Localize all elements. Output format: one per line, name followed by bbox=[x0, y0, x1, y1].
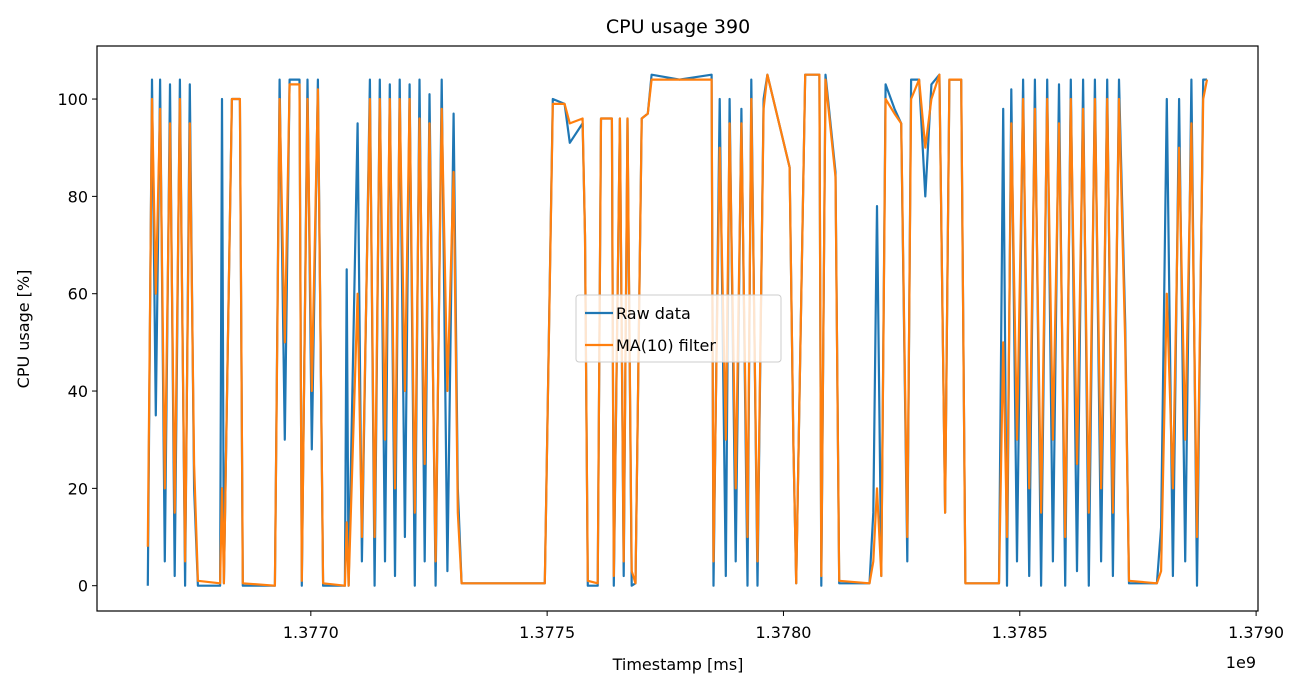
x-tick-label: 1.3775 bbox=[519, 623, 575, 642]
x-tick-label: 1.3785 bbox=[992, 623, 1048, 642]
data-line bbox=[146, 73, 1209, 587]
x-tick-label: 1.3790 bbox=[1228, 623, 1284, 642]
x-axis-label: Timestamp [ms] bbox=[612, 655, 744, 674]
x-offset-label: 1e9 bbox=[1226, 653, 1256, 672]
y-tick-label: 40 bbox=[68, 382, 88, 401]
y-tick-label: 60 bbox=[68, 285, 88, 304]
y-tick-label: 0 bbox=[78, 577, 88, 596]
y-tick-label: 100 bbox=[57, 90, 88, 109]
plot-frame bbox=[96, 45, 1259, 612]
legend-label: Raw data bbox=[616, 304, 691, 323]
y-tick-label: 20 bbox=[68, 479, 88, 498]
x-tick-label: 1.3770 bbox=[283, 623, 339, 642]
legend-box bbox=[575, 294, 782, 363]
y-tick-label: 80 bbox=[68, 187, 88, 206]
y-axis-label: CPU usage [%] bbox=[14, 270, 33, 389]
chart-title: CPU usage 390 bbox=[606, 16, 750, 38]
legend-label: MA(10) filter bbox=[616, 336, 716, 355]
x-tick-label: 1.3780 bbox=[755, 623, 811, 642]
